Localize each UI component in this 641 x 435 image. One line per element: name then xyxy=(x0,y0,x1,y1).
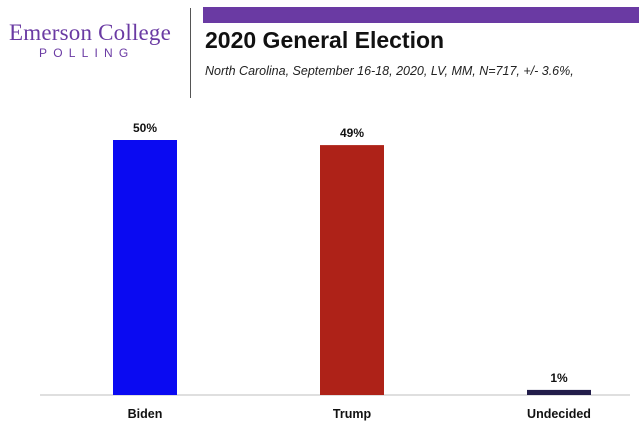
data-label-undecided: 1% xyxy=(550,371,568,385)
header-divider xyxy=(190,8,191,98)
category-label-undecided: Undecided xyxy=(527,407,591,421)
logo-name: Emerson College xyxy=(9,20,172,45)
page-subtitle: North Carolina, September 16-18, 2020, L… xyxy=(205,64,574,78)
category-label-biden: Biden xyxy=(128,407,163,421)
page-title: 2020 General Election xyxy=(205,27,445,53)
logo-sub: POLLING xyxy=(39,46,135,60)
data-label-trump: 49% xyxy=(340,126,364,140)
bar-trump xyxy=(320,145,384,395)
bar-biden xyxy=(113,140,177,395)
bar-undecided xyxy=(527,389,591,395)
category-label-trump: Trump xyxy=(333,407,372,421)
data-label-biden: 50% xyxy=(133,121,157,135)
header-color-band xyxy=(203,7,639,23)
bars-group: 50% Biden 49% Trump 1% Undecided xyxy=(113,121,591,421)
